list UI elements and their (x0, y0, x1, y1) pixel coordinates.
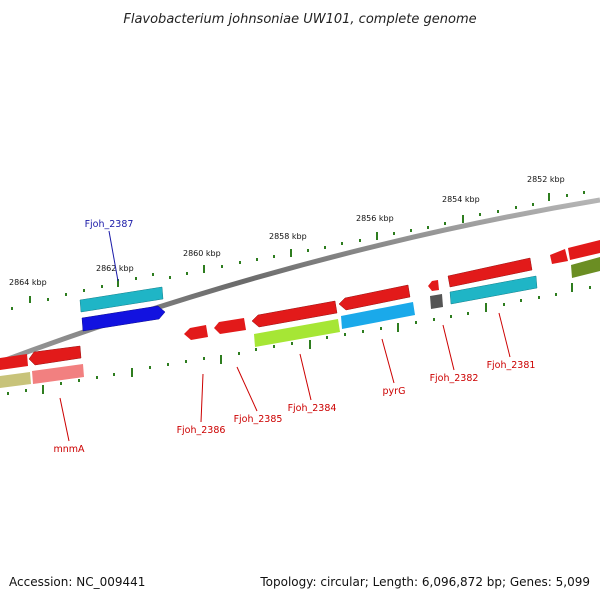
scale-label-2854: 2854 kbp (442, 195, 480, 204)
scale-label-2852: 2852 kbp (527, 175, 565, 184)
gene-mnma-pink[interactable] (32, 364, 84, 384)
gene-label-fjoh-2382[interactable]: Fjoh_2382 (430, 373, 479, 384)
callout-line-fjoh-2385 (236, 366, 258, 412)
gene-label-fjoh-2385[interactable]: Fjoh_2385 (234, 414, 283, 425)
callout-line-fjoh-2387 (108, 230, 119, 282)
gene-fjoh-2387-cyan[interactable] (79, 286, 164, 313)
outer-tick-row (11, 191, 585, 310)
gene-upper-olive[interactable] (571, 257, 600, 278)
gene-fjoh-2384-green[interactable] (254, 319, 340, 347)
gene-label-pyrg[interactable]: pyrG (383, 386, 406, 397)
accession-text: Accession: NC_009441 (9, 575, 145, 589)
genome-summary-text: Topology: circular; Length: 6,096,872 bp… (259, 575, 590, 589)
scale-label-2860: 2860 kbp (183, 249, 221, 258)
scale-label-2862: 2862 kbp (96, 264, 134, 273)
gene-fjoh-2386[interactable] (184, 325, 208, 340)
scale-label-2856: 2856 kbp (356, 214, 394, 223)
callout-line-fjoh-2382 (442, 324, 455, 371)
inner-tick-row (7, 283, 591, 395)
callout-line-fjoh-2386 (200, 373, 204, 423)
callout-line-mnma (59, 397, 70, 442)
gene-label-fjoh-2386[interactable]: Fjoh_2386 (177, 425, 226, 436)
gene-fjoh-2384[interactable] (251, 300, 338, 328)
gene-fjoh-2387-blue[interactable] (81, 305, 166, 332)
gene-label-fjoh-2387[interactable]: Fjoh_2387 (85, 219, 134, 230)
gene-lower-red-left[interactable] (0, 354, 28, 370)
map-title: Flavobacterium johnsoniae UW101, complet… (123, 12, 476, 27)
gene-pyrg[interactable] (338, 284, 411, 311)
gene-label-fjoh-2381[interactable]: Fjoh_2381 (487, 360, 536, 371)
gene-fjoh-2382[interactable] (428, 280, 439, 291)
gene-mnma[interactable] (28, 345, 82, 366)
gene-lower-olive-left[interactable] (0, 372, 31, 388)
gene-label-mnma[interactable]: mnmA (53, 444, 85, 455)
callout-line-fjoh-2384 (299, 353, 312, 401)
gene-label-fjoh-2384[interactable]: Fjoh_2384 (288, 403, 337, 414)
gene-pyrg-blue[interactable] (341, 302, 415, 329)
upper-gene-track (79, 240, 600, 313)
scale-label-2858: 2858 kbp (269, 232, 307, 241)
genome-backbone (0, 197, 600, 365)
gene-upper-red-2[interactable] (550, 249, 568, 264)
callout-line-fjoh-2381 (498, 312, 511, 358)
gene-fjoh-2385[interactable] (214, 318, 246, 334)
callout-line-pyrg (381, 338, 395, 384)
lower-gene-track (0, 280, 443, 388)
gene-upper-red-1[interactable] (447, 257, 533, 288)
gene-fjoh-2382-gray[interactable] (430, 294, 443, 309)
gene-upper-red-3[interactable] (568, 240, 600, 260)
scale-label-2864: 2864 kbp (9, 278, 47, 287)
gene-fjoh-2381-cyan[interactable] (449, 275, 538, 305)
